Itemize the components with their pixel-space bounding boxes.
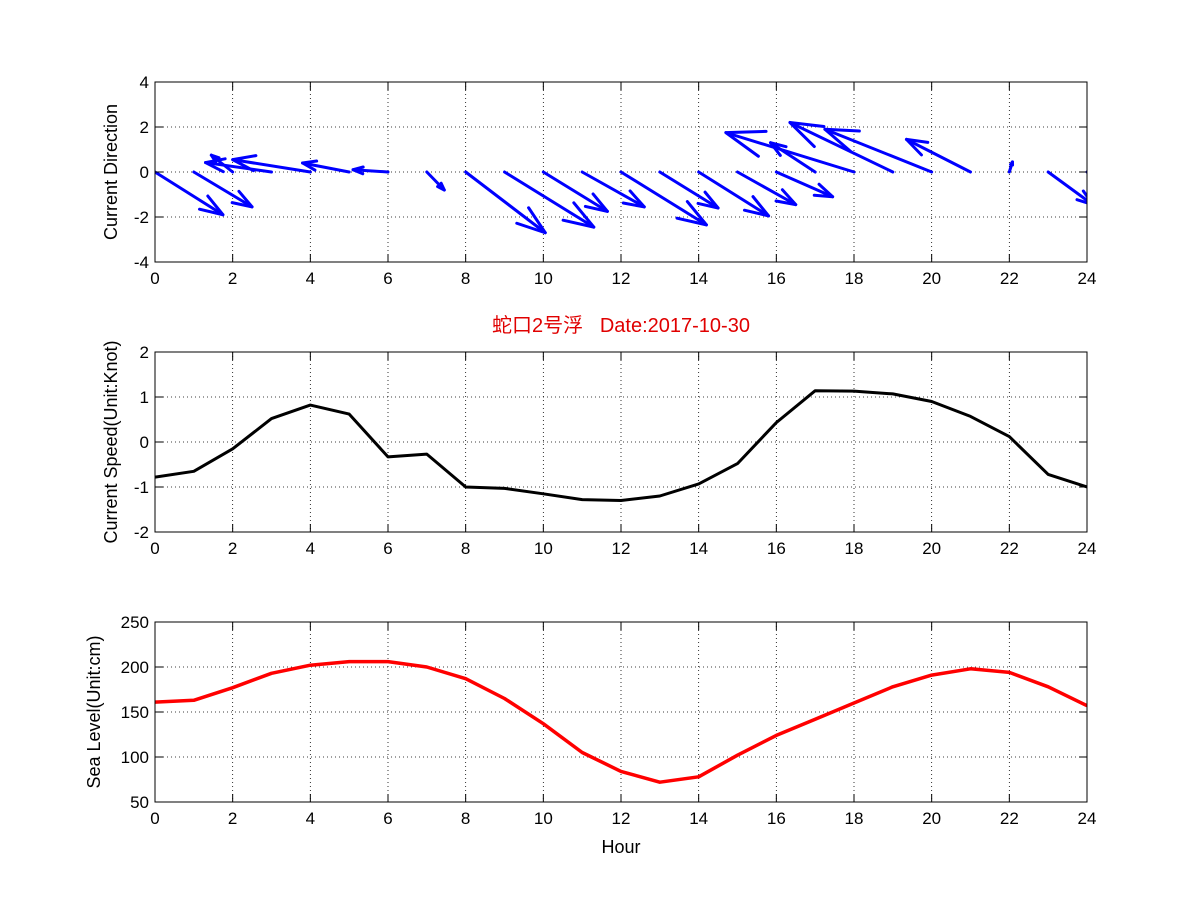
x-tick-label: 18 [845,809,864,828]
x-tick-label: 4 [306,539,315,558]
x-tick-label: 14 [689,269,708,288]
x-tick-label: 2 [228,809,237,828]
x-tick-label: 20 [922,809,941,828]
sealevel-x-label: Hour [601,837,640,857]
current-arrow [1046,170,1087,205]
current-arrow [658,170,720,210]
x-tick-label: 12 [612,809,631,828]
direction-arrows [155,121,1087,235]
y-tick-label: 2 [140,118,149,137]
sealevel-y-label: Sea Level(Unit:cm) [84,635,104,788]
sealevel-grid [155,622,1087,802]
current-arrow [619,170,708,227]
current-arrow [724,129,856,174]
current-arrow [1007,160,1015,174]
x-tick-label: 10 [534,539,553,558]
y-tick-label: 0 [140,163,149,182]
current-arrow [1085,170,1087,175]
current-arrow [503,170,596,229]
x-tick-label: 14 [689,539,708,558]
x-tick-label: 4 [306,269,315,288]
x-tick-label: 16 [767,539,786,558]
current-arrow [203,157,273,174]
x-tick-label: 6 [383,269,392,288]
current-arrow [425,170,446,192]
x-tick-label: 14 [689,809,708,828]
x-tick-label: 0 [150,809,159,828]
x-tick-label: 12 [612,539,631,558]
y-tick-label: 0 [140,433,149,452]
y-tick-label: 250 [121,613,149,632]
speed-grid [155,352,1087,532]
x-tick-label: 10 [534,269,553,288]
x-tick-label: 24 [1078,269,1097,288]
x-tick-label: 12 [612,269,631,288]
current-arrow [904,137,972,174]
x-tick-label: 2 [228,539,237,558]
current-arrow [736,170,798,207]
y-tick-label: 1 [140,388,149,407]
current-arrow [192,170,254,209]
current-arrow [788,121,895,174]
x-tick-label: 0 [150,269,159,288]
x-tick-label: 10 [534,809,553,828]
x-tick-label: 22 [1000,809,1019,828]
x-tick-label: 6 [383,539,392,558]
x-tick-label: 8 [461,809,470,828]
current-arrow [351,165,390,176]
speed-series-line [155,389,1087,502]
current-arrow [580,170,646,209]
current-arrow [823,127,934,174]
x-tick-label: 22 [1000,539,1019,558]
x-tick-label: 18 [845,269,864,288]
figure-title: 蛇口2号浮 Date:2017-10-30 [492,314,750,337]
x-tick-label: 16 [767,809,786,828]
y-tick-label: -2 [134,523,149,542]
x-tick-label: 8 [461,269,470,288]
current-arrow [464,170,547,235]
x-tick-label: 24 [1078,539,1097,558]
y-tick-label: 50 [130,793,149,812]
direction-y-label: Current Direction [101,104,121,240]
x-tick-label: 8 [461,539,470,558]
y-tick-label: 200 [121,658,149,677]
speed-y-label: Current Speed(Unit:Knot) [101,340,121,543]
current-arrow [774,170,835,199]
y-tick-label: 4 [140,73,149,92]
y-tick-label: -2 [134,208,149,227]
x-tick-label: 22 [1000,269,1019,288]
x-tick-label: 2 [228,269,237,288]
current-arrow [541,170,609,213]
x-tick-label: 20 [922,269,941,288]
y-tick-label: -1 [134,478,149,497]
x-tick-label: 18 [845,539,864,558]
y-tick-label: 2 [140,343,149,362]
x-tick-label: 16 [767,269,786,288]
y-tick-label: 100 [121,748,149,767]
y-tick-label: 150 [121,703,149,722]
x-tick-label: 4 [306,809,315,828]
current-arrow [155,170,225,217]
current-arrow [301,159,351,174]
x-tick-label: 20 [922,539,941,558]
x-tick-label: 6 [383,809,392,828]
current-arrow [697,170,771,218]
x-tick-label: 24 [1078,809,1097,828]
sealevel-series-line [155,659,1087,784]
current-arrow [231,154,312,174]
x-tick-label: 0 [150,539,159,558]
y-tick-label: -4 [134,253,149,272]
